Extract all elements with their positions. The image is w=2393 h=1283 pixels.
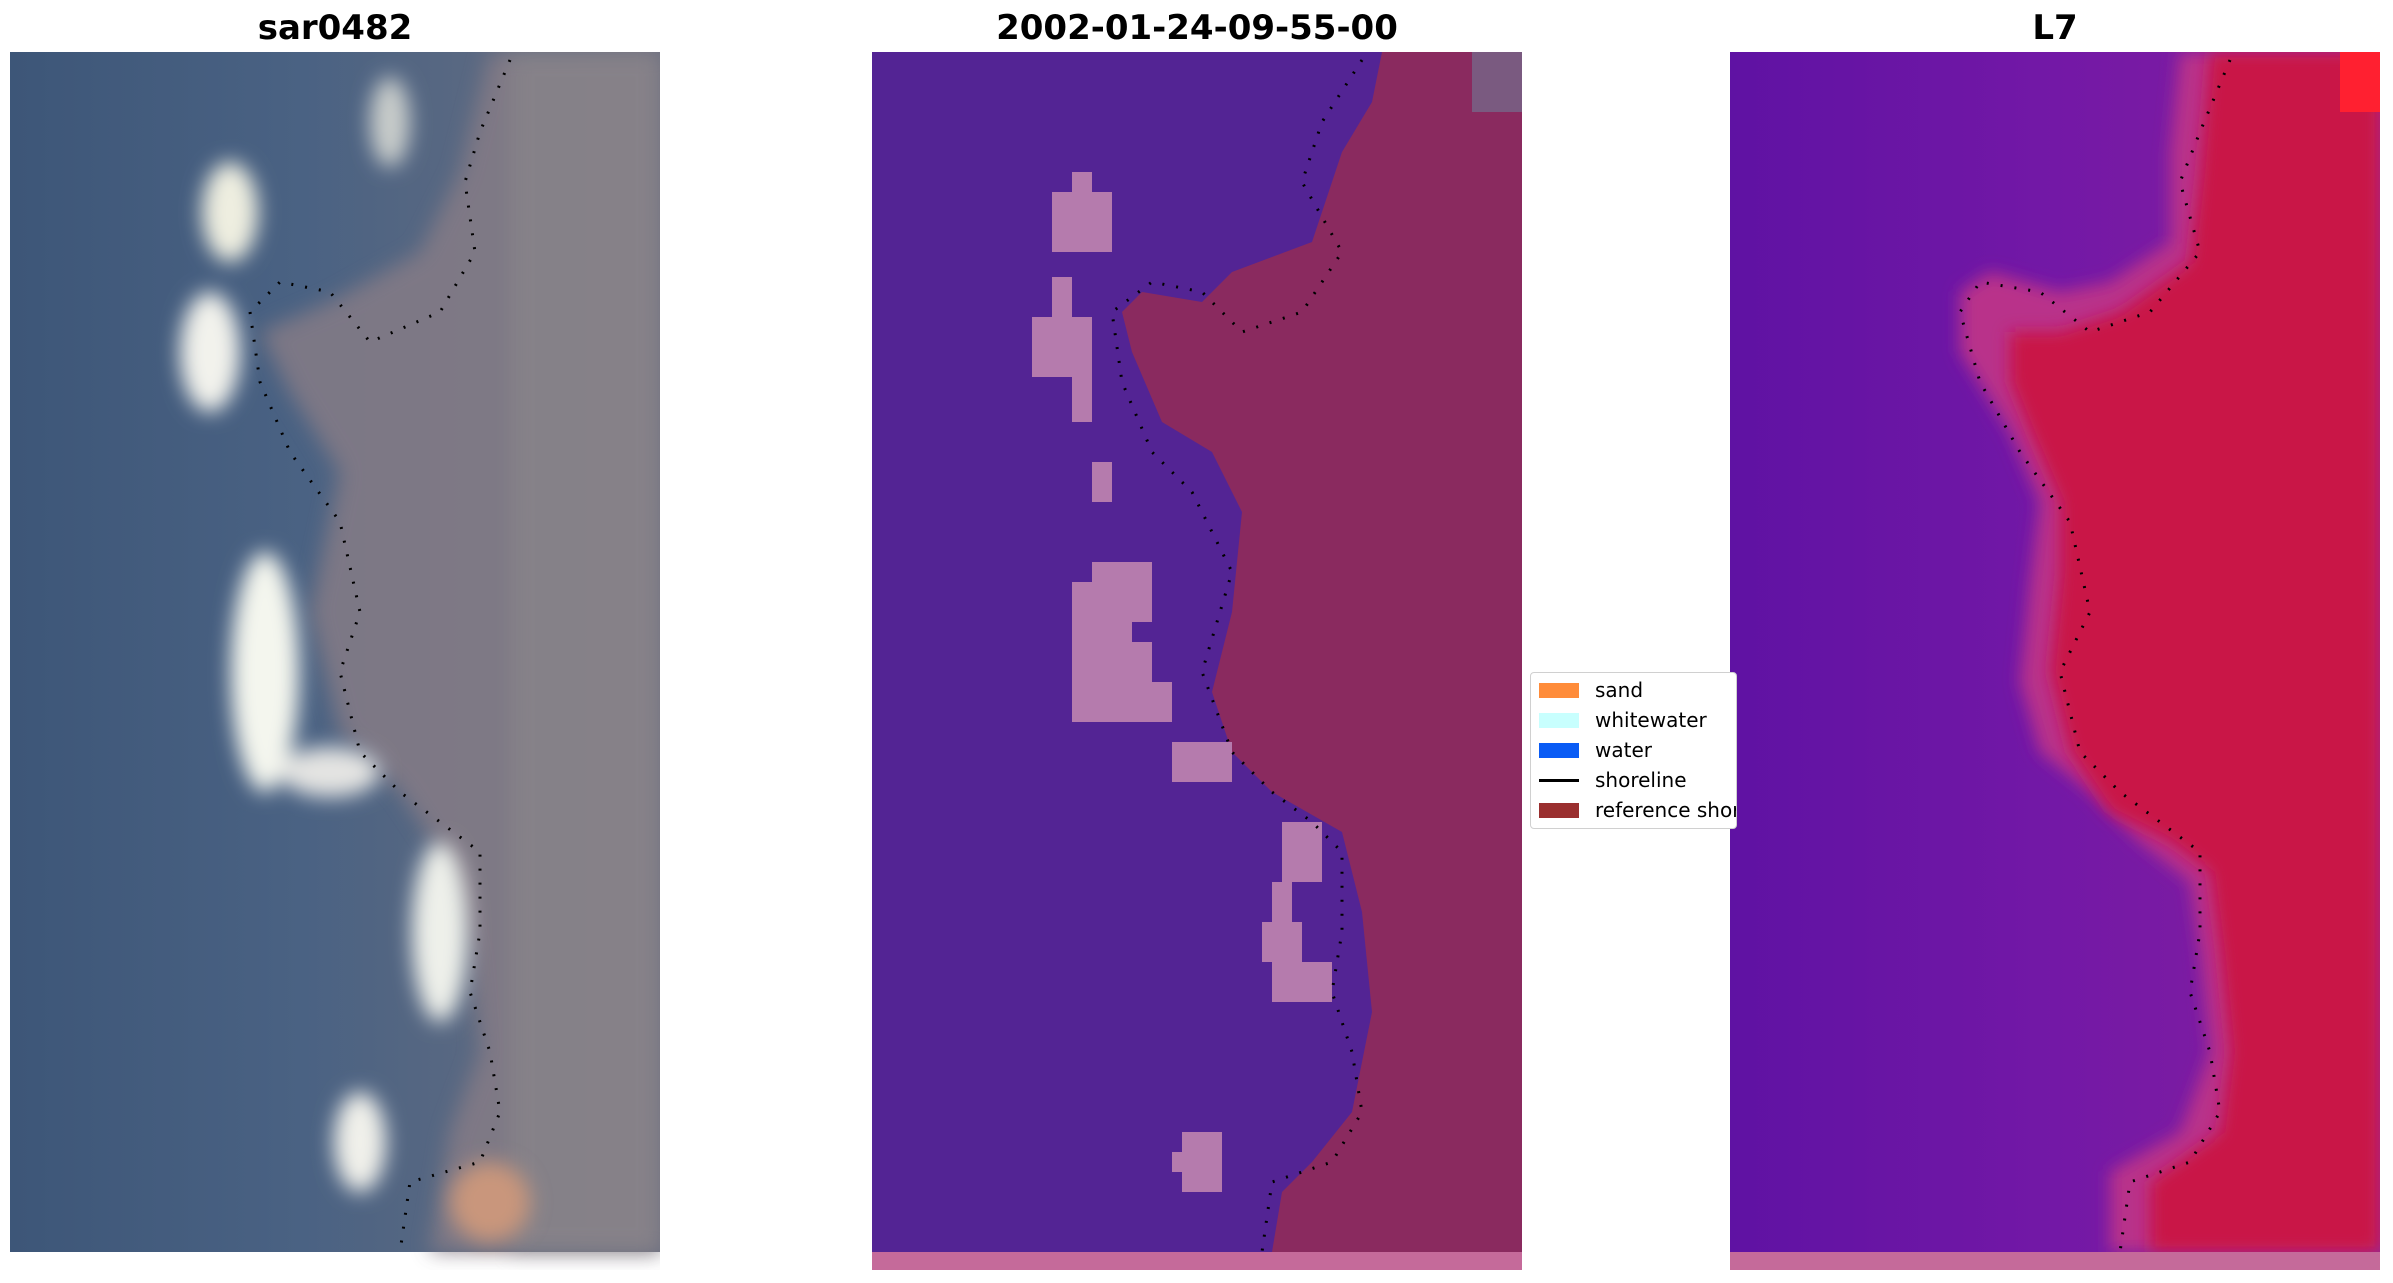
legend-item-whitewater: whitewater [1539, 707, 1707, 733]
index-image [1730, 52, 2380, 1270]
reference-strip [1730, 1252, 2380, 1270]
land-class-area [1122, 52, 1522, 1252]
water-swatch [1539, 742, 1579, 758]
reference-shoreline-swatch [1539, 802, 1579, 818]
panel-rgb: sar0482 [10, 0, 660, 1283]
legend-label: shoreline [1595, 768, 1687, 792]
legend-label: reference shoreline [1595, 798, 1737, 822]
legend-label: sand [1595, 678, 1644, 702]
whitewater-streaks [180, 77, 530, 1242]
legend: sand whitewater water shoreline referenc… [1530, 672, 1737, 829]
legend-item-sand: sand [1539, 677, 1643, 703]
panel-classified: 2002-01-24-09-55-00 [872, 0, 1522, 1283]
sand-swatch [1539, 682, 1579, 698]
legend-item-reference-shoreline: reference shoreline [1539, 797, 1737, 823]
legend-item-water: water [1539, 737, 1652, 763]
whitewater-swatch [1539, 712, 1579, 728]
land-region-east [510, 52, 660, 1252]
classified-image [872, 52, 1522, 1270]
legend-label: water [1595, 738, 1652, 762]
panel-title: sar0482 [257, 8, 413, 48]
index-hot-corner [2340, 52, 2380, 112]
legend-item-shoreline: shoreline [1539, 767, 1687, 793]
reference-strip [872, 1252, 1522, 1270]
legend-label: whitewater [1595, 708, 1707, 732]
rgb-satellite-image [10, 52, 660, 1253]
panel-title: L7 [2032, 8, 2078, 48]
land-class-corner [1472, 52, 1522, 112]
index-land-region [2010, 52, 2380, 1252]
panel-index: L7 [1730, 0, 2380, 1283]
panel-title: 2002-01-24-09-55-00 [996, 8, 1398, 48]
whitewater-class-blobs [1032, 172, 1332, 1192]
shoreline-line-swatch [1539, 773, 1579, 788]
